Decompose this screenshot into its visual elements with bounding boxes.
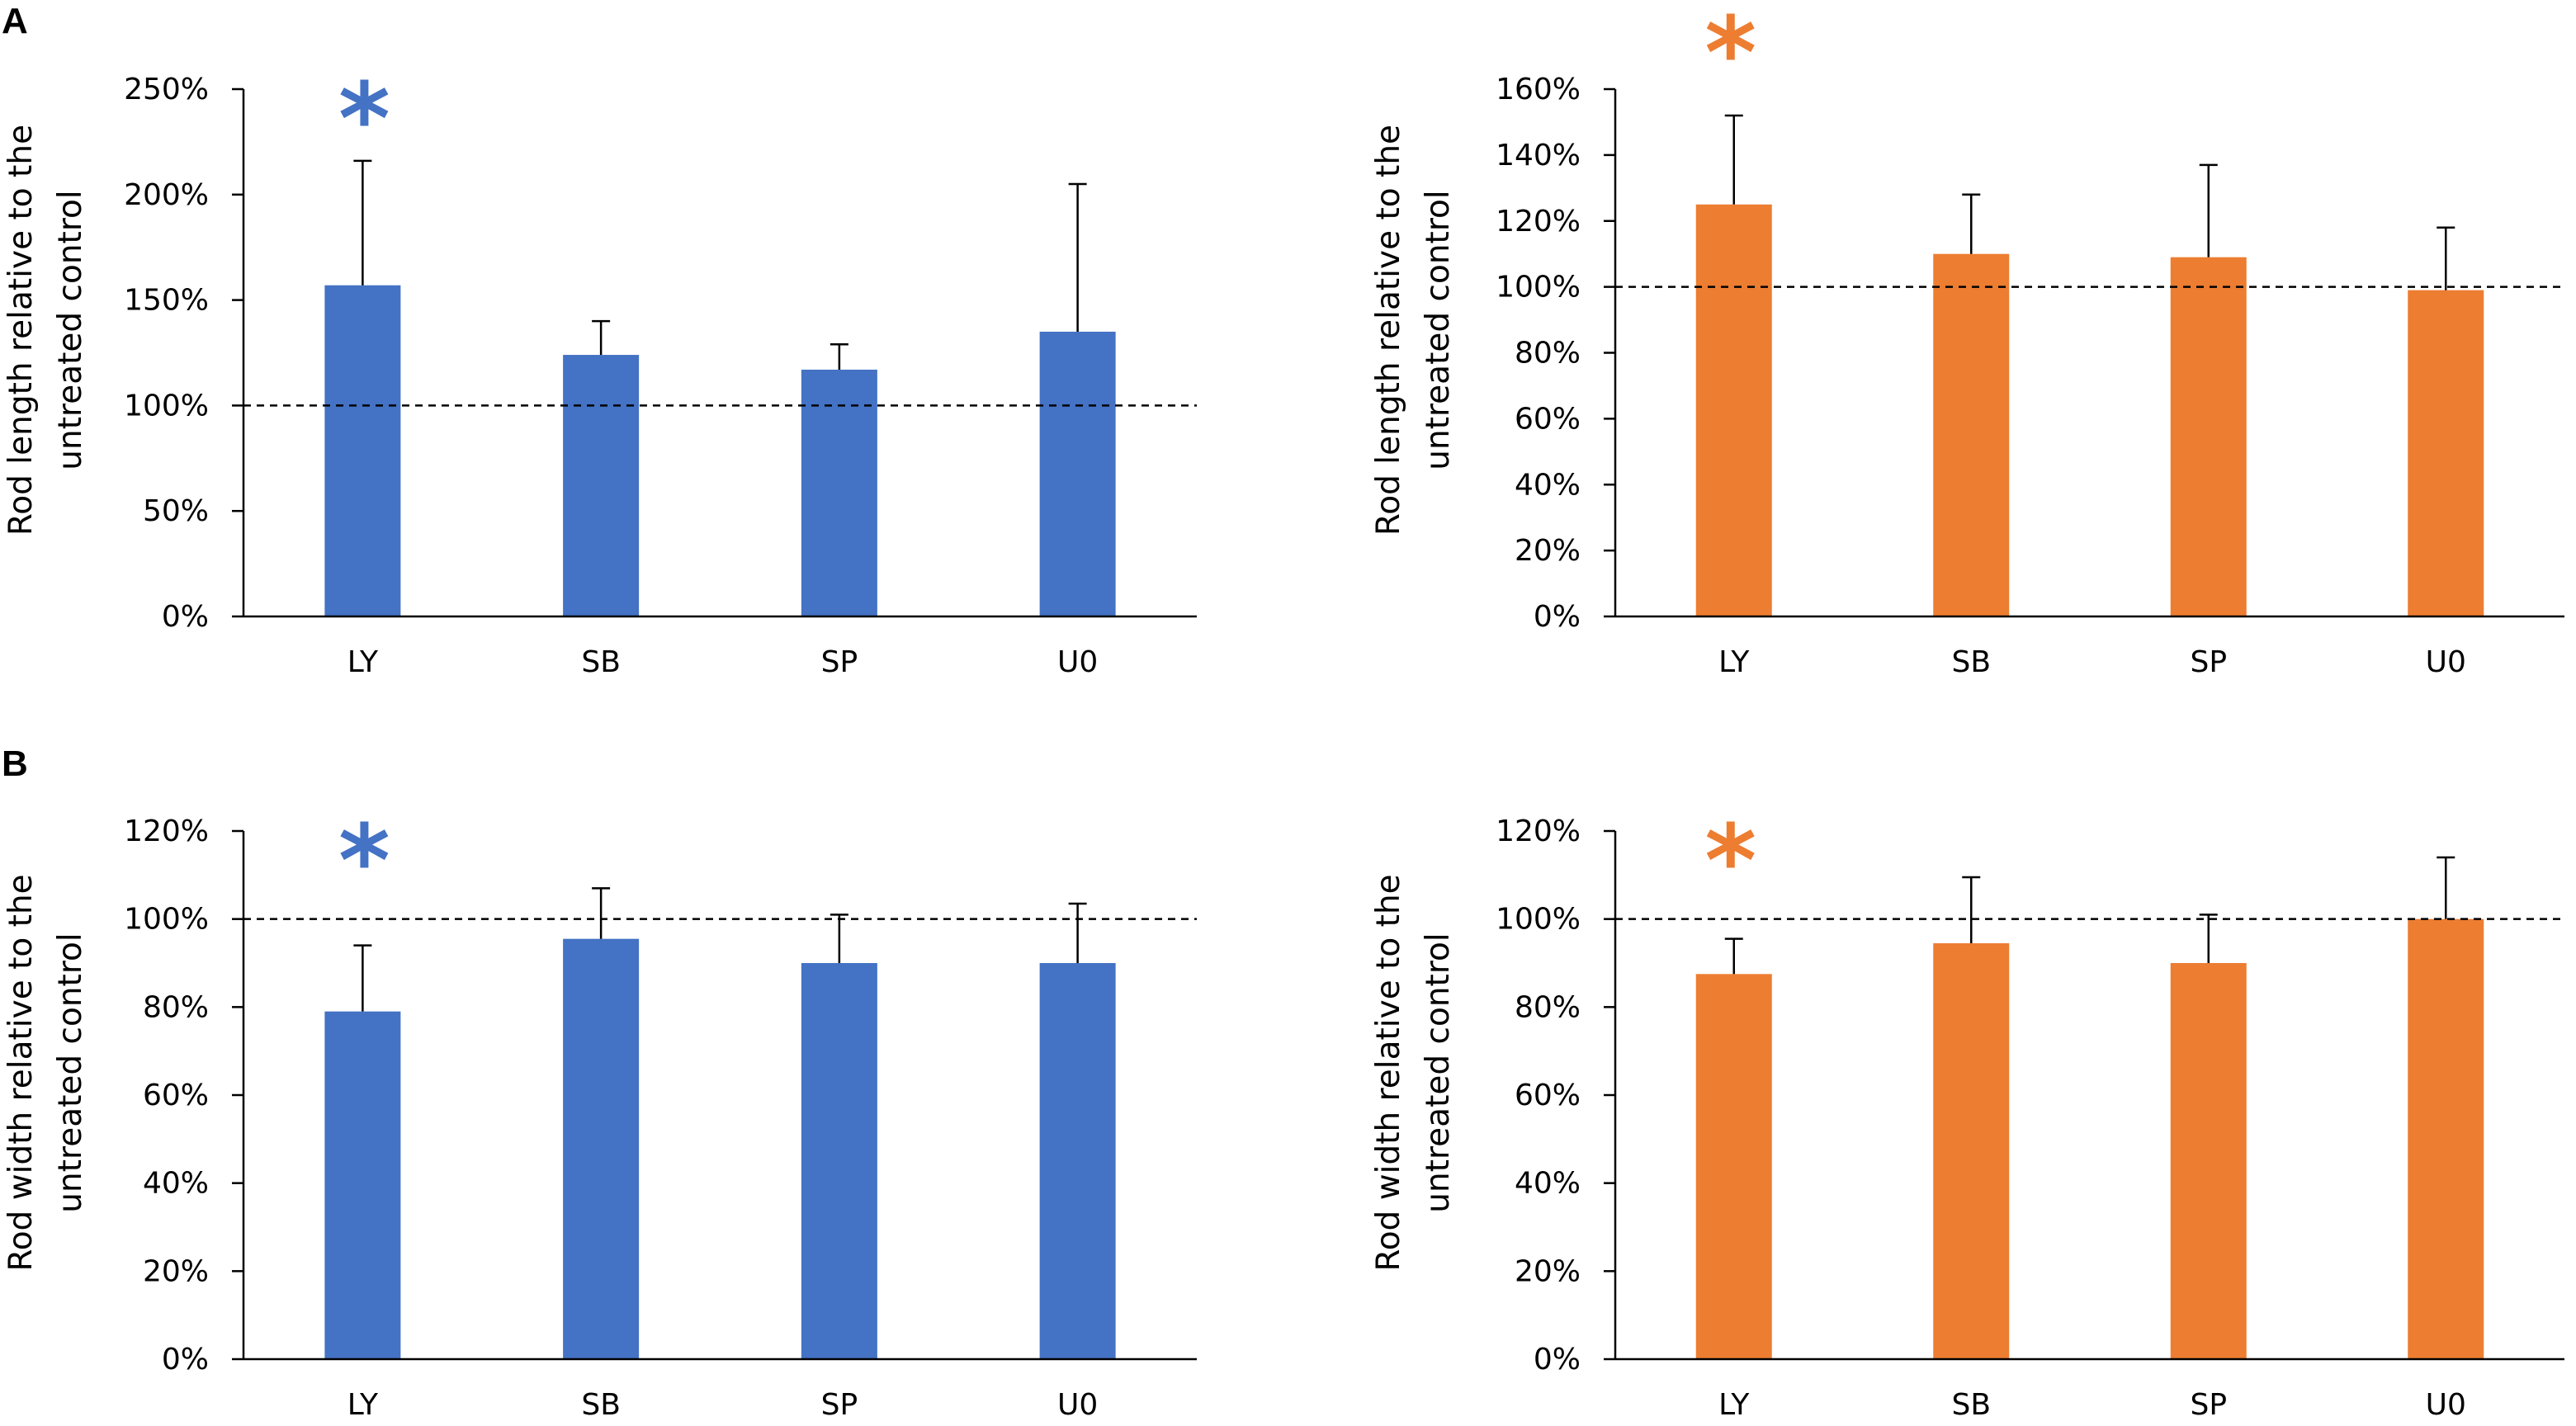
bar-sp (2170, 963, 2247, 1359)
y-tick-label: 120% (124, 815, 209, 848)
chart-2: 0% 20% 40% 60% 80% 100% 120% 140% 160% Rod length… (1370, 0, 2564, 679)
x-tick-label: SP (821, 1388, 858, 1422)
y-tick-label: 60% (1515, 1079, 1581, 1112)
y-tick-label: 100% (124, 903, 209, 937)
y-tick-label: 40% (143, 1167, 209, 1201)
y-axis-label: Rod width relative to the (1370, 874, 1407, 1271)
chart-4: 0% 20% 40% 60% 80% 100% 120% Rod width relative… (1370, 805, 2564, 1422)
x-tick-label: U0 (2426, 1388, 2466, 1422)
y-tick-label: 100% (1496, 271, 1581, 305)
x-tick-label: SP (2190, 1388, 2227, 1422)
bar-u0 (2408, 290, 2484, 616)
significance-asterisk: * (1704, 0, 1756, 111)
y-tick-label: 80% (1515, 337, 1581, 371)
x-tick-label: LY (1718, 645, 1750, 679)
y-tick-label: 80% (1515, 990, 1581, 1024)
bar-sb (563, 938, 640, 1359)
y-tick-label: 40% (1515, 468, 1581, 502)
y-tick-label: 160% (1496, 73, 1581, 106)
x-tick-label: LY (1718, 1388, 1750, 1422)
y-tick-label: 50% (143, 494, 209, 528)
y-tick-label: 0% (162, 600, 209, 634)
y-tick-label: 40% (1515, 1167, 1581, 1201)
bar-ly (1695, 974, 1772, 1359)
chart-1: 0% 50% 100% 150% 200% 250% Rod length relative… (2, 63, 1197, 679)
y-axis-label: Rod width relative to the (2, 874, 40, 1271)
chart-3: 0% 20% 40% 60% 80% 100% 120% Rod width relative… (2, 805, 1197, 1422)
y-tick-label: 250% (124, 73, 209, 106)
bar-ly (1695, 204, 1772, 616)
y-axis-label: Rod length relative to the (2, 125, 40, 536)
x-tick-label: SB (1951, 1388, 1991, 1422)
bar-u0 (1039, 331, 1116, 616)
y-tick-label: 20% (1515, 534, 1581, 568)
x-tick-label: SB (581, 645, 621, 679)
y-tick-label: 120% (1496, 205, 1581, 238)
y-tick-label: 0% (1534, 600, 1581, 634)
y-tick-label: 140% (1496, 139, 1581, 172)
x-tick-label: SP (821, 645, 858, 679)
y-axis-label: untreated control (1420, 933, 1457, 1212)
y-tick-label: 80% (143, 990, 209, 1024)
x-tick-label: SB (1951, 645, 1991, 679)
bar-ly (324, 285, 401, 616)
significance-asterisk: * (1704, 805, 1756, 919)
bar-u0 (2408, 918, 2484, 1359)
bar-sp (801, 963, 877, 1359)
x-tick-label: LY (347, 1388, 379, 1422)
y-tick-label: 0% (162, 1343, 209, 1376)
significance-asterisk: * (338, 63, 390, 177)
x-tick-label: U0 (1057, 645, 1098, 679)
bar-sp (2170, 257, 2247, 616)
bar-sb (563, 355, 640, 616)
y-axis-label: untreated control (1420, 190, 1457, 470)
significance-asterisk: * (338, 805, 390, 919)
y-tick-label: 20% (1515, 1254, 1581, 1288)
y-axis-label: untreated control (52, 933, 89, 1212)
panel-letter-a: A (2, 1, 28, 41)
y-tick-label: 20% (143, 1254, 209, 1288)
x-tick-label: SB (581, 1388, 621, 1422)
x-tick-label: U0 (2426, 645, 2466, 679)
y-tick-label: 150% (124, 284, 209, 318)
bar-sb (1933, 943, 2010, 1359)
y-tick-label: 100% (1496, 903, 1581, 937)
panel-letter-b: B (2, 744, 28, 784)
y-tick-label: 60% (143, 1079, 209, 1112)
bar-sp (801, 369, 877, 616)
y-axis-label: untreated control (52, 190, 89, 470)
y-tick-label: 60% (1515, 402, 1581, 436)
x-tick-label: SP (2190, 645, 2227, 679)
bar-u0 (1039, 963, 1116, 1359)
y-tick-label: 120% (1496, 815, 1581, 848)
y-axis-label: Rod length relative to the (1370, 125, 1407, 536)
x-tick-label: LY (347, 645, 379, 679)
x-tick-label: U0 (1057, 1388, 1098, 1422)
y-tick-label: 0% (1534, 1343, 1581, 1376)
bar-sb (1933, 253, 2010, 616)
bar-ly (324, 1011, 401, 1359)
y-tick-label: 100% (124, 389, 209, 423)
y-tick-label: 200% (124, 178, 209, 212)
